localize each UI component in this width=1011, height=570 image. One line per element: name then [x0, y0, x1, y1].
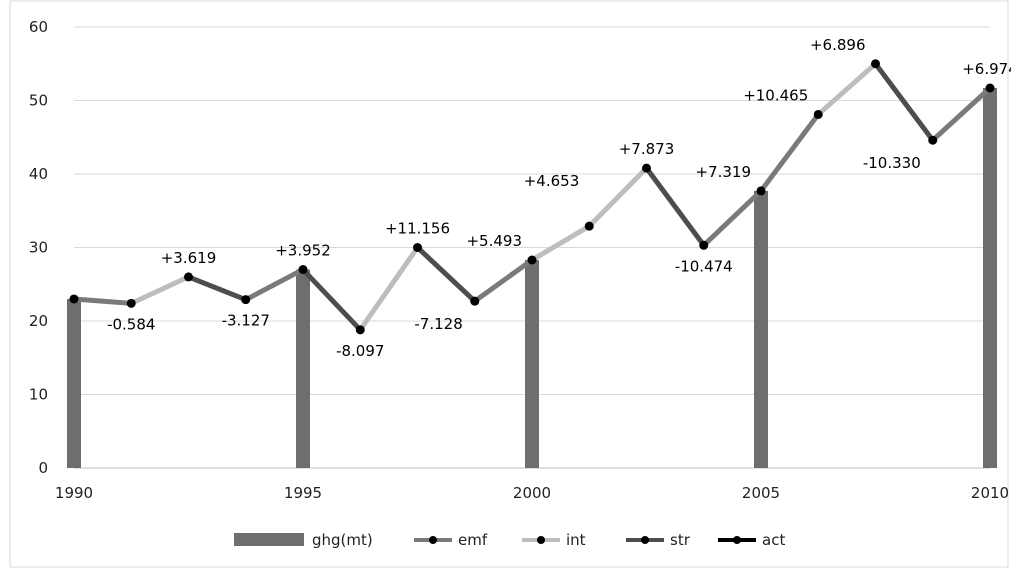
marker-point-6 — [413, 243, 422, 252]
bar-series — [67, 88, 997, 468]
legend-label: str — [670, 531, 691, 549]
legend-label: act — [762, 531, 785, 549]
data-label: +4.653 — [524, 172, 580, 190]
x-tick-label: 2000 — [513, 484, 551, 502]
marker-point-13 — [813, 109, 823, 119]
bar-ghg-1990 — [67, 298, 81, 468]
marker-point-9 — [584, 221, 594, 231]
axis-labels: 0 10 20 30 40 50 60 1990 1995 2000 2005 2010 — [29, 18, 1009, 502]
y-tick-label: 50 — [29, 92, 48, 110]
data-label: -7.128 — [414, 315, 462, 333]
data-label: -8.097 — [336, 342, 384, 360]
data-label: -10.330 — [863, 154, 921, 172]
chart-border — [9, 0, 1009, 568]
marker-point-8 — [527, 255, 537, 265]
segment-str — [415, 245, 478, 304]
marker-point-1 — [126, 298, 136, 308]
legend-label: int — [566, 531, 586, 549]
segment-int — [128, 274, 191, 306]
marker-point-0 — [69, 294, 79, 304]
segment-str — [300, 267, 363, 333]
data-label: +7.319 — [695, 163, 751, 181]
y-tick-label: 0 — [38, 459, 48, 477]
legend-marker-act — [733, 536, 741, 544]
x-tick-label: 1995 — [284, 484, 322, 502]
legend: ghg(mt) emf int str act — [234, 531, 785, 549]
data-label: -0.584 — [107, 315, 155, 333]
segment-emf — [758, 111, 821, 194]
y-tick-label: 10 — [29, 386, 48, 404]
segment-emf — [930, 85, 993, 143]
y-tick-label: 20 — [29, 312, 48, 330]
bar-ghg-1995 — [296, 269, 310, 468]
data-labels: -0.584 +3.619 -3.127 +3.952 -8.097 +11.156 -7.… — [107, 36, 1011, 360]
data-label: +10.465 — [743, 86, 808, 104]
marker-point-16 — [985, 83, 995, 93]
x-tick-label: 2005 — [742, 484, 780, 502]
y-tick-label: 60 — [29, 18, 48, 36]
data-label: +3.619 — [161, 249, 217, 267]
segment-str — [644, 165, 707, 248]
marker-point-3 — [241, 295, 251, 305]
bar-ghg-2000 — [525, 259, 539, 468]
segment-emf — [701, 188, 764, 248]
data-label: +3.952 — [275, 242, 331, 260]
line-series — [71, 61, 993, 333]
legend-marker-str — [641, 536, 649, 544]
data-label: +6.896 — [810, 36, 866, 54]
segment-str — [186, 274, 249, 303]
line-markers — [69, 59, 995, 335]
segment-int — [815, 61, 878, 117]
data-label: +6.974 — [962, 60, 1011, 78]
marker-point-5 — [355, 325, 365, 335]
y-tick-label: 30 — [29, 239, 48, 257]
marker-point-2 — [184, 272, 193, 282]
marker-point-12 — [756, 186, 766, 196]
data-label: -3.127 — [222, 312, 270, 330]
data-label: +7.873 — [619, 140, 675, 158]
data-label: +11.156 — [385, 220, 450, 238]
segment-str — [873, 61, 936, 143]
x-tick-label: 1990 — [55, 484, 93, 502]
legend-marker-emf — [429, 536, 437, 544]
segment-int — [586, 165, 649, 229]
marker-point-7 — [470, 296, 480, 306]
y-tick-label: 40 — [29, 165, 48, 183]
x-tick-label: 2010 — [971, 484, 1009, 502]
legend-swatch-bar — [234, 533, 304, 546]
data-label: -10.474 — [675, 257, 733, 275]
segment-emf — [243, 267, 306, 303]
legend-label: ghg(mt) — [312, 531, 373, 549]
segment-emf — [71, 296, 134, 306]
legend-marker-int — [537, 536, 545, 544]
segment-int — [357, 245, 420, 333]
marker-point-10 — [642, 163, 651, 173]
marker-point-14 — [871, 59, 880, 69]
data-label: +5.493 — [466, 232, 522, 250]
segment-emf — [472, 257, 535, 304]
bar-ghg-2005 — [754, 190, 768, 468]
segment-int — [529, 223, 592, 263]
marker-point-11 — [699, 240, 709, 250]
legend-label: emf — [458, 531, 488, 549]
bar-ghg-2010 — [983, 88, 997, 468]
marker-point-15 — [928, 135, 938, 145]
marker-point-4 — [298, 265, 308, 275]
